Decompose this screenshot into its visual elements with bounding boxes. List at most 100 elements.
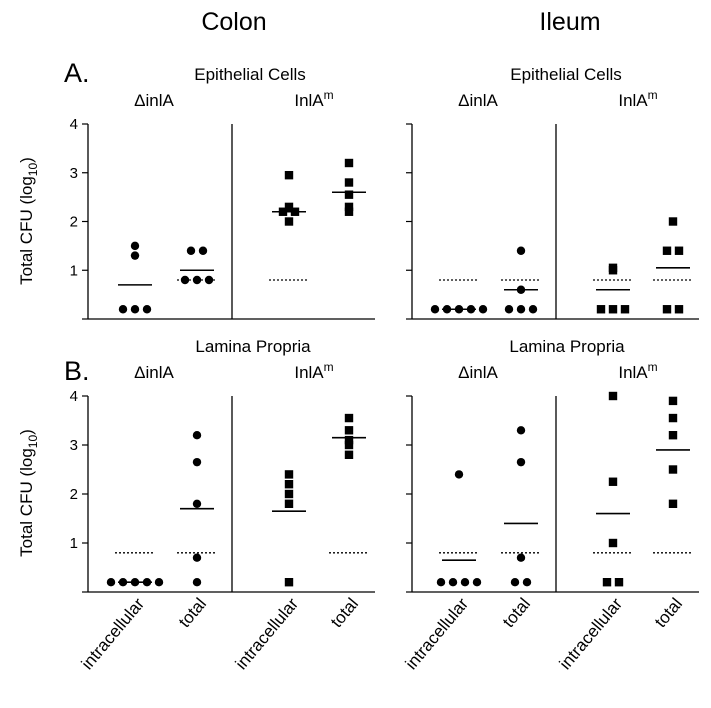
point-colon-b-1-0-4 [284, 470, 294, 479]
point-ileum-b-0-1-3 [516, 457, 526, 467]
point-ileum-b-1-0-0 [602, 578, 612, 587]
point-colon-b-1-1-4 [344, 413, 354, 423]
point-colon-b-1-0-0 [284, 578, 294, 587]
point-ileum-b-0-0-1 [448, 578, 458, 587]
column-title-ileum: Ileum [539, 8, 600, 36]
point-ileum-a-1-1-2 [662, 246, 672, 255]
point-ileum-b-1-0-4 [608, 391, 618, 401]
point-ileum-b-0-1-0 [510, 578, 520, 587]
panel-letter-b: B. [64, 356, 90, 386]
point-colon-a-1-1-4 [344, 158, 354, 168]
point-ileum-a-1-0-4 [608, 263, 618, 273]
point-colon-a-1-0-3 [284, 202, 294, 212]
x-category-label-ileum-b-0-0: intracellular [402, 594, 473, 673]
group-label-colon-a-1: InlAm [294, 88, 333, 110]
group-label-ileum-a-0: ΔinlA [458, 91, 498, 110]
group-label-colon-a-0: ΔinlA [134, 91, 174, 110]
y-axis-label-a: Total CFU (log10) [17, 157, 40, 285]
point-ileum-b-1-0-1 [614, 578, 624, 587]
point-colon-b-0-1-3 [192, 457, 202, 467]
plots-layer: 1 2 3 4 ΔinlA InlAm ΔinlA InlAm 1 2 3 4 ΔinlA InlAm Δi… [70, 88, 699, 593]
point-colon-a-0-0-3 [130, 251, 140, 260]
y-tick-label-colon-b-1: 1 [70, 535, 78, 552]
group-label-ileum-b-0: ΔinlA [458, 363, 498, 382]
point-ileum-b-0-0-2 [460, 578, 470, 587]
y-tick-label-colon-b-4: 4 [70, 388, 78, 405]
point-colon-b-0-1-2 [192, 499, 202, 508]
x-category-label-ileum-b-0-1: total [499, 594, 534, 631]
point-ileum-b-0-0-3 [472, 578, 482, 587]
group-label-ileum-b-1: InlAm [618, 360, 657, 382]
point-colon-b-1-1-0 [344, 450, 354, 459]
point-colon-a-0-0-2 [142, 305, 152, 314]
point-colon-a-1-1-1 [344, 202, 354, 212]
y-tick-label-colon-a-1: 1 [70, 262, 78, 279]
point-ileum-b-0-0-0 [436, 578, 446, 587]
point-ileum-a-1-1-4 [668, 217, 678, 226]
x-category-label-colon-b-0-0: intracellular [78, 594, 149, 673]
point-colon-b-0-1-0 [192, 578, 202, 587]
point-colon-a-0-1-0 [180, 275, 190, 285]
point-ileum-b-1-1-1 [668, 465, 678, 474]
point-colon-b-1-1-2 [344, 435, 354, 445]
point-colon-a-1-0-0 [284, 217, 294, 226]
y-axis-label-b: Total CFU (log10) [17, 429, 40, 557]
x-category-label-colon-b-1-1: total [327, 594, 362, 631]
point-colon-b-0-0-0 [106, 578, 116, 587]
point-colon-a-1-1-0 [344, 207, 354, 216]
point-ileum-b-1-1-0 [668, 499, 678, 508]
point-colon-b-1-0-3 [284, 480, 294, 489]
point-ileum-a-1-1-1 [674, 305, 684, 314]
section-title-colon-lamina: Lamina Propria [195, 337, 311, 356]
point-ileum-b-1-1-4 [668, 396, 678, 406]
point-colon-a-1-1-2 [344, 190, 354, 199]
point-colon-b-0-1-1 [192, 553, 202, 562]
point-ileum-a-0-0-0 [430, 305, 440, 314]
point-colon-b-0-1-4 [192, 431, 202, 440]
point-colon-a-0-1-2 [204, 275, 214, 285]
point-colon-a-0-0-1 [130, 305, 140, 314]
point-colon-b-1-1-3 [344, 426, 354, 435]
section-title-ileum-lamina: Lamina Propria [509, 337, 625, 356]
point-colon-b-0-0-4 [154, 578, 164, 587]
point-ileum-b-1-1-2 [668, 431, 678, 440]
point-colon-b-1-1-1 [344, 440, 354, 450]
point-colon-a-0-0-0 [118, 305, 128, 314]
point-colon-a-1-0-4 [284, 170, 294, 180]
panel-letter-a: A. [64, 58, 90, 88]
group-label-colon-b-1: InlAm [294, 360, 333, 382]
point-colon-b-1-0-1 [284, 499, 294, 508]
point-ileum-a-0-1-2 [528, 305, 538, 314]
point-colon-a-1-1-3 [344, 178, 354, 187]
group-label-colon-b-0: ΔinlA [134, 363, 174, 382]
point-ileum-a-0-1-1 [516, 305, 526, 314]
point-ileum-b-0-0-4 [454, 470, 464, 479]
point-ileum-a-0-1-4 [516, 246, 526, 255]
column-title-colon: Colon [201, 8, 266, 36]
y-tick-label-colon-a-2: 2 [70, 214, 78, 231]
x-category-label-ileum-b-1-0: intracellular [556, 594, 627, 673]
point-ileum-a-1-0-2 [620, 305, 630, 314]
point-colon-a-0-1-3 [186, 246, 196, 255]
point-ileum-b-0-1-1 [522, 578, 532, 587]
section-title-colon-epithelial: Epithelial Cells [194, 65, 306, 84]
point-ileum-a-1-1-3 [674, 246, 684, 255]
point-colon-b-1-0-2 [284, 489, 294, 499]
group-label-ileum-a-1: InlAm [618, 88, 657, 110]
point-colon-a-0-1-4 [198, 246, 208, 255]
point-ileum-a-0-1-0 [504, 305, 514, 314]
point-ileum-b-1-0-3 [608, 477, 618, 486]
point-ileum-b-0-1-2 [516, 553, 526, 562]
section-title-ileum-epithelial: Epithelial Cells [510, 65, 622, 84]
x-category-label-colon-b-1-0: intracellular [232, 594, 303, 673]
point-ileum-b-1-0-2 [608, 538, 618, 548]
point-ileum-a-0-0-4 [478, 305, 488, 314]
point-ileum-b-0-1-4 [516, 426, 526, 435]
point-ileum-a-1-1-0 [662, 305, 672, 314]
point-ileum-a-1-0-1 [608, 305, 618, 314]
y-tick-label-colon-a-4: 4 [70, 116, 78, 133]
x-category-label-colon-b-0-1: total [175, 594, 210, 631]
point-colon-a-0-1-1 [192, 275, 202, 285]
y-tick-label-colon-a-3: 3 [70, 165, 78, 182]
